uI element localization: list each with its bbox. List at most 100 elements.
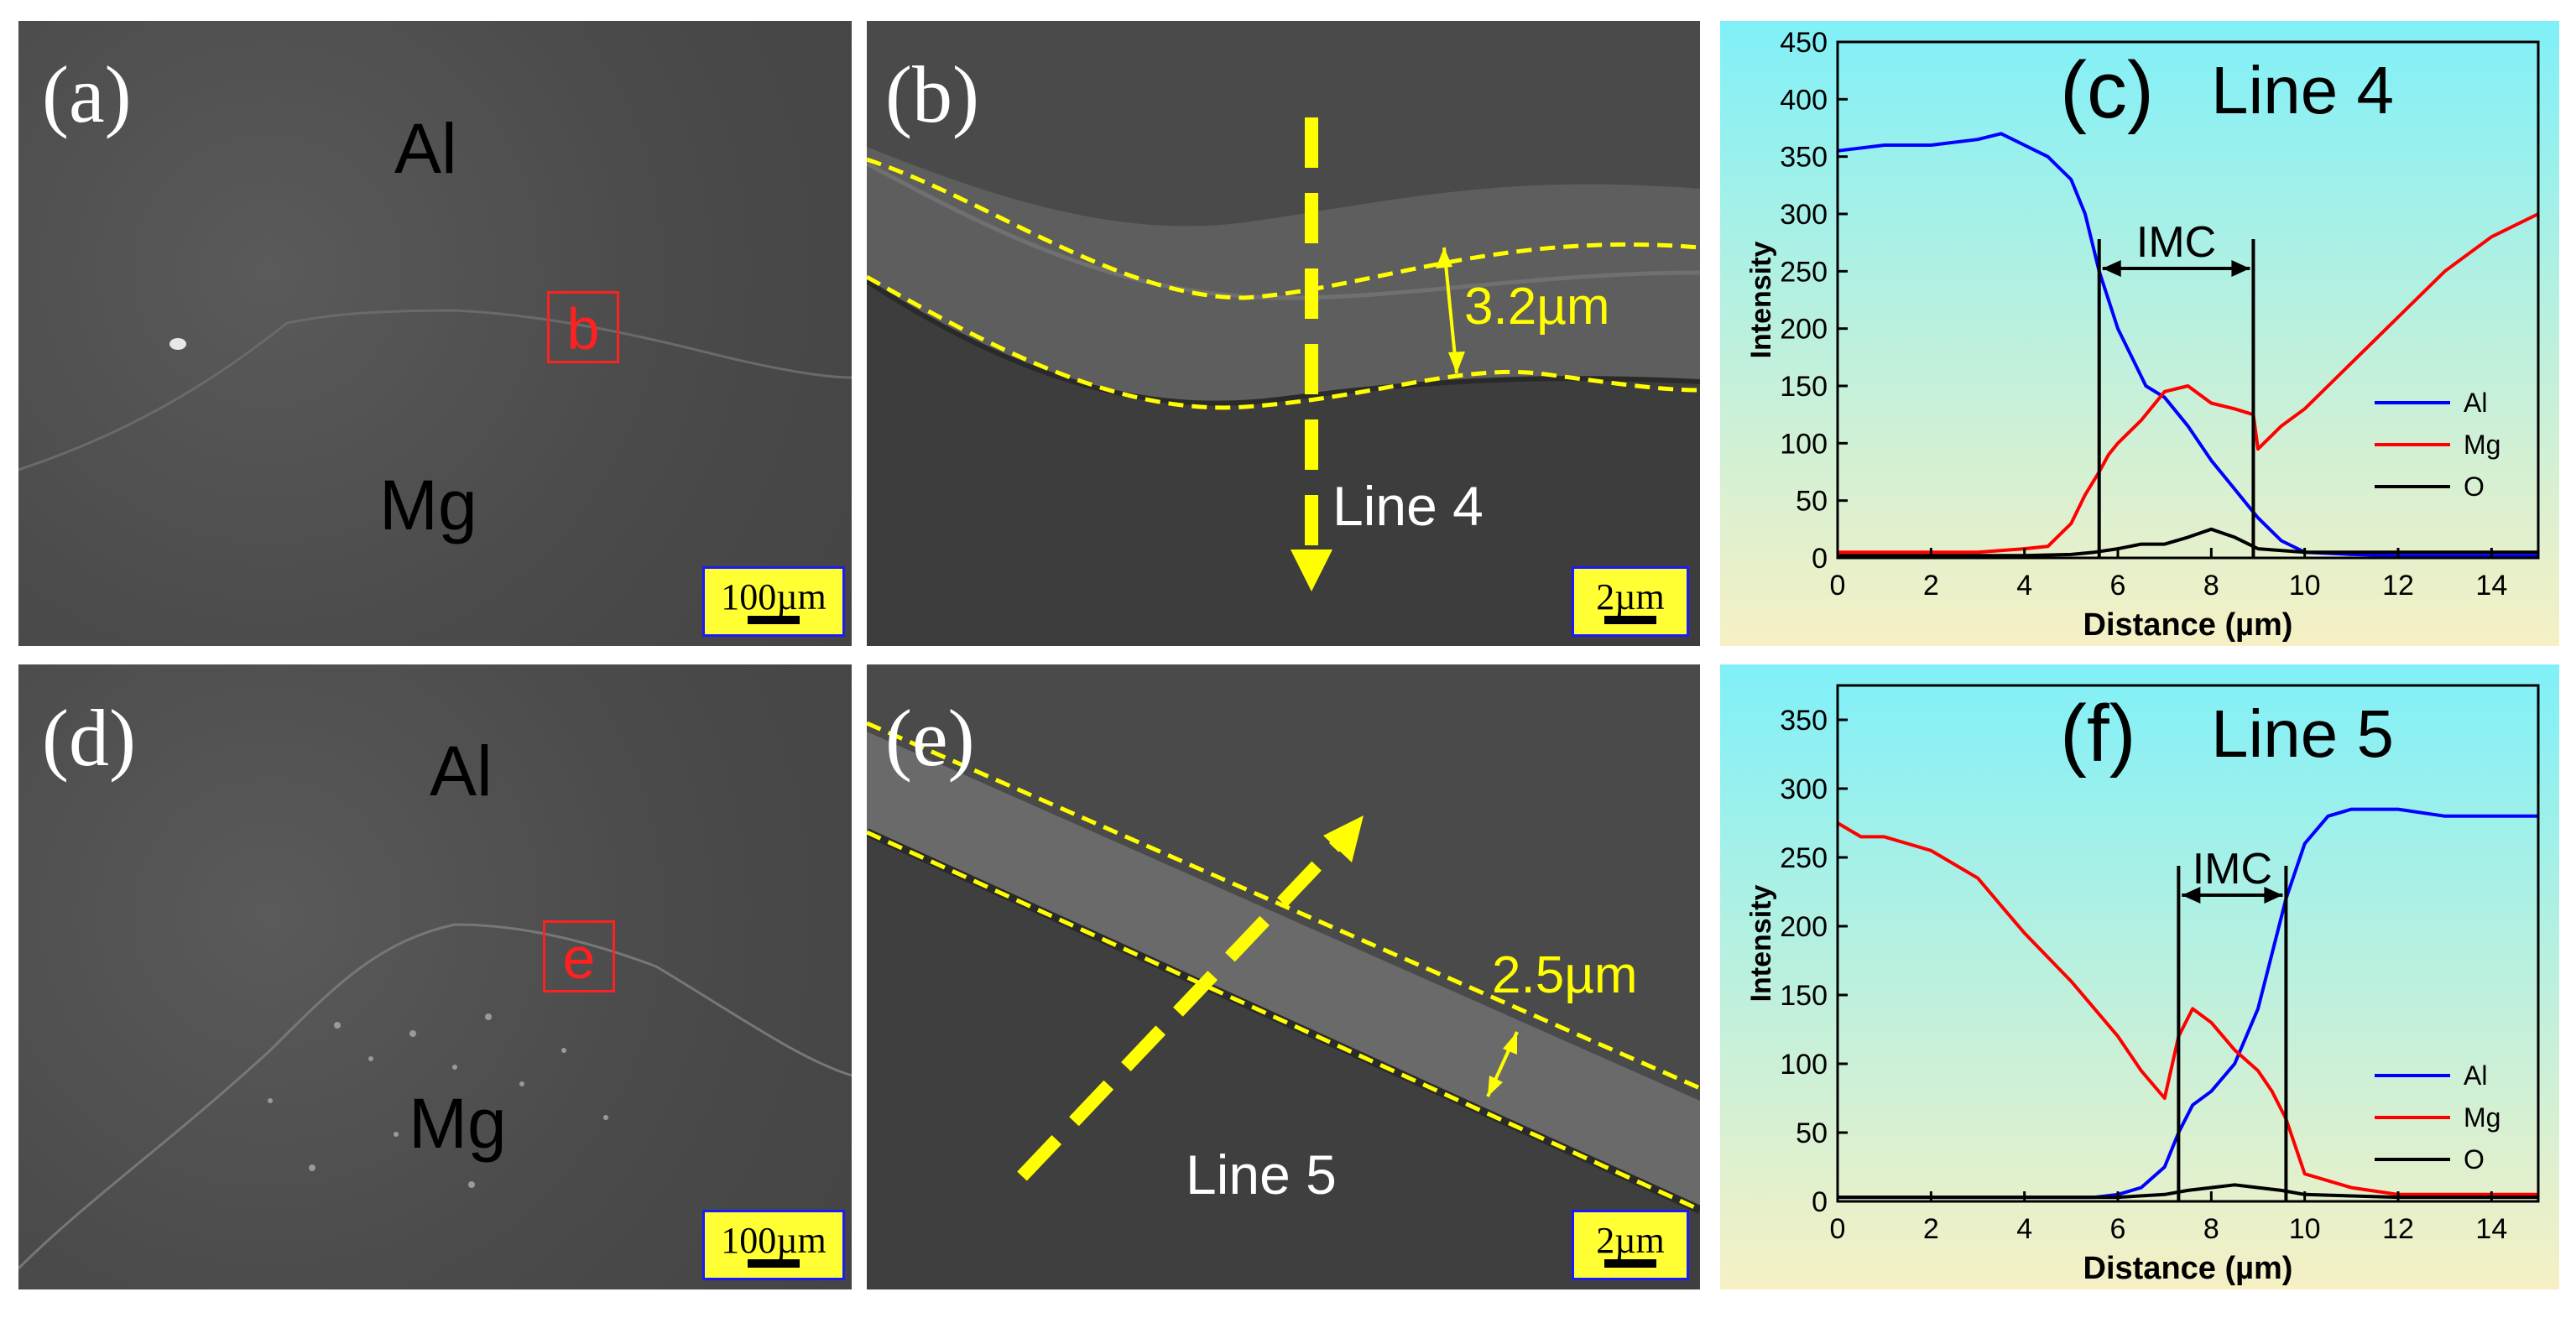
x-tick-label: 8 — [2203, 1213, 2219, 1245]
legend-label-al: Al — [2464, 388, 2487, 418]
line-profile-chart-c: 0 2 4 6 8 10 12 14 0 50 100 150 200 250 300 350 400 450 Di… — [1720, 21, 2559, 646]
line-label: Line 5 — [1186, 1143, 1337, 1206]
x-tick-label: 0 — [1830, 570, 1846, 602]
y-axis-label: Intensity — [1745, 885, 1777, 1003]
x-tick-label: 10 — [2289, 1213, 2321, 1245]
y-tick-label: 200 — [1780, 314, 1828, 346]
scale-text: 2µm — [1596, 576, 1665, 617]
y-tick-label: 50 — [1796, 486, 1828, 518]
x-axis-label: Distance (µm) — [2083, 1251, 2293, 1286]
scale-line — [748, 1259, 800, 1268]
y-tick-label: 300 — [1780, 774, 1828, 805]
imc-arrowhead-left — [2182, 887, 2201, 904]
microstructure — [867, 721, 1700, 1289]
x-axis-label: Distance (µm) — [2083, 607, 2293, 643]
imc-label: IMC — [2193, 845, 2272, 893]
scale-text: 100µm — [721, 1220, 827, 1261]
x-tick-label: 12 — [2382, 1213, 2414, 1245]
scale-line — [748, 616, 800, 624]
panel-label-e: (e) — [885, 693, 975, 783]
panel-f-chart: 0 2 4 6 8 10 12 14 0 50 100 150 200 250 300 350 Distance… — [1720, 664, 2559, 1289]
panel-label: (f) — [2060, 689, 2136, 779]
y-tick-label: 200 — [1780, 911, 1828, 943]
x-tick-label: 4 — [2016, 570, 2032, 602]
plot-frame — [1836, 684, 2540, 1203]
chart-title: Line 5 — [2211, 696, 2394, 771]
y-tick-label: 450 — [1780, 27, 1828, 59]
line-label: Line 4 — [1332, 475, 1484, 537]
x-tick-label: 12 — [2382, 570, 2414, 602]
y-tick-label: 150 — [1780, 371, 1828, 403]
legend-label-mg: Mg — [2464, 430, 2500, 460]
line-profile-chart-f: 0 2 4 6 8 10 12 14 0 50 100 150 200 250 300 350 Distance… — [1720, 664, 2559, 1289]
scale-bar: 2µm — [1572, 566, 1689, 637]
mg-label: Mg — [379, 466, 477, 544]
x-tick-label: 8 — [2203, 570, 2219, 602]
y-tick-label: 100 — [1780, 1049, 1828, 1081]
panel-label-d: (d) — [42, 693, 136, 783]
panel-e-sem-image: (e) 2.5µm Line 5 2µm — [867, 664, 1700, 1289]
y-tick-label: 0 — [1812, 543, 1828, 575]
scale-line — [1604, 616, 1656, 624]
scale-text: 100µm — [721, 576, 827, 617]
legend-label-mg: Mg — [2464, 1102, 2500, 1133]
y-tick-label: 0 — [1812, 1186, 1828, 1218]
x-tick-label: 10 — [2289, 570, 2321, 602]
scale-bar: 100µm — [702, 1210, 845, 1280]
scale-bar: 2µm — [1572, 1210, 1689, 1280]
series-line-al — [1837, 132, 2538, 558]
region-box-b: b — [547, 291, 619, 363]
y-tick-label: 50 — [1796, 1117, 1828, 1149]
legend-label-o: O — [2464, 1144, 2485, 1175]
panel-b-sem-image: (b) 3.2µm Line 4 2µm — [867, 21, 1700, 646]
series-line-o — [1838, 527, 2538, 558]
imc-arrowhead-right — [2264, 887, 2283, 904]
al-label: Al — [430, 732, 493, 810]
mg-label: Mg — [409, 1084, 507, 1163]
x-tick-label: 14 — [2475, 570, 2507, 602]
y-tick-label: 250 — [1780, 256, 1828, 288]
chart-title: Line 4 — [2211, 53, 2394, 128]
imc-label: IMC — [2136, 218, 2216, 267]
y-tick-label: 100 — [1780, 428, 1828, 460]
x-tick-label: 4 — [2016, 1213, 2032, 1245]
panel-label-b: (b) — [885, 49, 979, 139]
interface-line — [18, 923, 852, 1270]
chart-background — [1720, 664, 2559, 1289]
legend-label-al: Al — [2464, 1060, 2487, 1091]
region-box-e: e — [543, 920, 615, 992]
region-box-label: b — [566, 296, 600, 362]
chart-background — [1720, 21, 2559, 646]
x-tick-label: 2 — [1923, 570, 1939, 602]
x-tick-label: 6 — [2110, 1213, 2126, 1245]
panel-d-sem-image: (d) Al Mg e 100µm — [18, 664, 852, 1289]
x-tick-label: 6 — [2110, 570, 2126, 602]
y-axis-label: Intensity — [1745, 242, 1777, 359]
y-tick-label: 350 — [1780, 705, 1828, 737]
panel-a-sem-image: (a) Al Mg b 100µm — [18, 21, 852, 646]
scale-line — [1604, 1259, 1656, 1268]
plot-frame — [1836, 40, 2540, 560]
y-tick-label: 150 — [1780, 980, 1828, 1012]
panel-c-chart: 0 2 4 6 8 10 12 14 0 50 100 150 200 250 300 350 400 450 Di… — [1720, 21, 2559, 646]
scale-bar: 100µm — [702, 566, 845, 637]
imc-arrowhead-left — [2102, 260, 2121, 277]
scale-text: 2µm — [1596, 1220, 1665, 1261]
imc-arrowhead-right — [2231, 260, 2250, 277]
y-tick-label: 250 — [1780, 842, 1828, 874]
region-box-label: e — [562, 925, 596, 991]
x-tick-label: 2 — [1923, 1213, 1939, 1245]
interface-line — [18, 309, 852, 471]
y-tick-label: 400 — [1780, 84, 1828, 116]
series-line-mg — [1836, 821, 2538, 1196]
panel-label: (c) — [2060, 45, 2154, 135]
panel-label-a: (a) — [42, 49, 132, 139]
y-tick-label: 300 — [1780, 199, 1828, 231]
thickness-label: 2.5µm — [1492, 946, 1638, 1004]
y-tick-label: 350 — [1780, 142, 1828, 174]
x-tick-label: 0 — [1830, 1213, 1846, 1245]
al-label: Al — [394, 109, 457, 188]
x-tick-label: 14 — [2475, 1213, 2507, 1245]
microstructure — [867, 117, 1700, 646]
legend-label-o: O — [2464, 471, 2485, 502]
